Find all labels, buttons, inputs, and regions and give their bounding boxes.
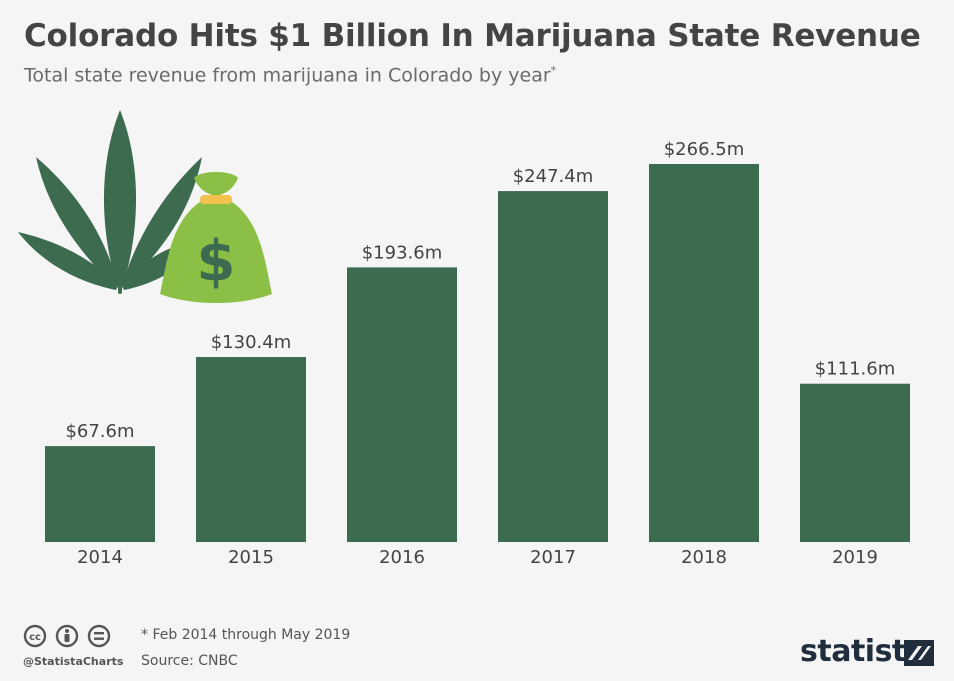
cc-icon: cc: [23, 624, 47, 648]
value-label-2014: $67.6m: [65, 421, 134, 442]
bar-2019: [800, 383, 910, 542]
category-label-2018: 2018: [681, 547, 727, 568]
bar-2018: [649, 164, 759, 542]
bar-2014: [45, 446, 155, 542]
equals-icon: [87, 624, 111, 648]
category-label-2019: 2019: [832, 547, 878, 568]
category-label-2014: 2014: [77, 547, 123, 568]
subtitle-asterisk: *: [550, 64, 557, 77]
footnote: * Feb 2014 through May 2019: [141, 627, 351, 643]
source-note: Source: CNBC: [141, 653, 238, 669]
category-label-2015: 2015: [228, 547, 274, 568]
license-icons: cc: [23, 624, 123, 654]
statista-handle: @StatistaCharts: [23, 655, 124, 668]
bar-2015: [196, 357, 306, 542]
bar-2017: [498, 191, 608, 542]
value-label-2015: $130.4m: [211, 332, 292, 353]
chart-title: Colorado Hits $1 Billion In Marijuana St…: [24, 18, 921, 54]
value-label-2016: $193.6m: [362, 242, 443, 263]
bar-2016: [347, 267, 457, 542]
svg-text:cc: cc: [29, 632, 41, 643]
statista-logo-icon: [904, 640, 934, 666]
money-bag-icon: $: [160, 172, 272, 303]
subtitle-text: Total state revenue from marijuana in Co…: [24, 64, 551, 87]
value-label-2018: $266.5m: [664, 139, 745, 160]
chart-subtitle: Total state revenue from marijuana in Co…: [24, 64, 556, 86]
value-label-2019: $111.6m: [815, 359, 896, 380]
person-icon: [55, 624, 79, 648]
category-label-2016: 2016: [379, 547, 425, 568]
category-label-2017: 2017: [530, 547, 576, 568]
svg-text:$: $: [197, 229, 236, 294]
value-label-2017: $247.4m: [513, 166, 594, 187]
